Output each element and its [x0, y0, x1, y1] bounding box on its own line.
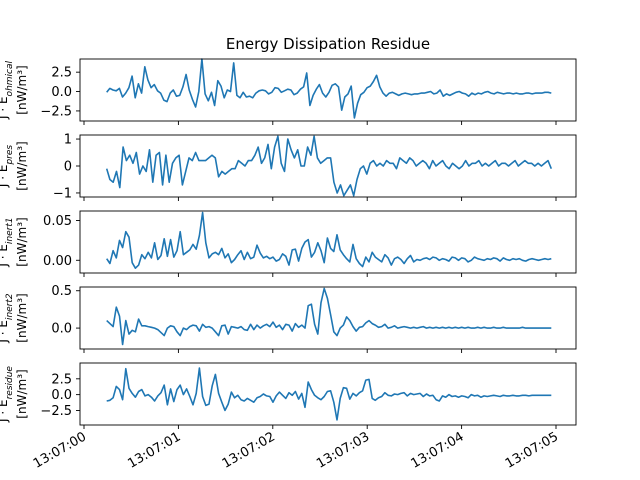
plot-frame-3	[79, 210, 577, 274]
x-tick-label-1: 13:07:00	[31, 429, 89, 471]
series-line-3	[106, 211, 552, 269]
panel-4: 0.0 0.5 J · Einert2[nW/m³]	[0, 284, 577, 353]
y-tick-label-1-1: −2.5	[40, 104, 72, 119]
x-tick-label-2: 13:07:01	[125, 429, 183, 471]
series-line-5	[106, 367, 552, 421]
y-axis-unit-1: [nW/m³]	[15, 65, 29, 114]
x-tick-label-5: 13:07:04	[409, 429, 467, 471]
y-tick-label-5-3: 2.5	[51, 372, 72, 387]
plot-frame-1	[79, 58, 577, 122]
y-tick-label-3-1: 0.00	[43, 254, 72, 269]
y-axis-unit-2: [nW/m³]	[15, 141, 29, 190]
plot-frame-5	[79, 362, 577, 426]
panel-5: −2.50.02.5 J · Eresidue[nW/m³]	[0, 362, 577, 429]
y-axis-label-1: J · Eohmical	[0, 60, 15, 120]
y-axis-label-2: J · Epres	[0, 145, 15, 189]
series-line-1	[106, 58, 552, 119]
y-tick-label-5-2: 0.0	[51, 388, 72, 403]
y-tick-label-4-1: 0.0	[51, 322, 72, 337]
panel-1: −2.5 0.0 2.5 J · Eohmical[nW/m³]	[0, 58, 577, 125]
plot-frame-4	[79, 286, 577, 350]
y-tick-label-2-2: 0	[64, 160, 72, 175]
y-axis-unit-4: [nW/m³]	[15, 293, 29, 342]
chart-title: Energy Dissipation Residue	[226, 35, 430, 53]
x-tick-label-6: 13:07:05	[503, 429, 561, 471]
y-tick-label-3-2: 0.05	[43, 214, 72, 229]
series-line-4	[106, 287, 552, 346]
y-axis-unit-5: [nW/m³]	[15, 369, 29, 418]
x-tick-label-4: 13:07:03	[314, 429, 372, 471]
panel-2: −1 0 1 J · Epres[nW/m³]	[0, 133, 577, 201]
y-tick-label-4-2: 0.5	[51, 284, 72, 299]
y-tick-label-2-3: 1	[64, 133, 72, 148]
y-axis-unit-3: [nW/m³]	[15, 217, 29, 266]
y-axis-label-5: J · Eresidue	[0, 366, 15, 423]
y-axis-label-4: J · Einert2	[0, 293, 15, 344]
y-tick-label-1-2: 0.0	[51, 85, 72, 100]
series-line-2	[105, 135, 553, 197]
x-tick-label-3: 13:07:02	[220, 429, 278, 471]
panels: −2.50.02.5J · Eohmical[nW/m³]−101J · Epr…	[0, 58, 577, 472]
panel-3: 0.00 0.05 J · Einert1[nW/m³]	[0, 210, 577, 277]
y-axis-label-3: J · Einert1	[0, 217, 15, 267]
y-tick-label-2-1: −1	[53, 186, 72, 201]
y-tick-label-1-3: 2.5	[51, 66, 72, 81]
y-tick-label-5-1: −2.5	[40, 404, 72, 419]
